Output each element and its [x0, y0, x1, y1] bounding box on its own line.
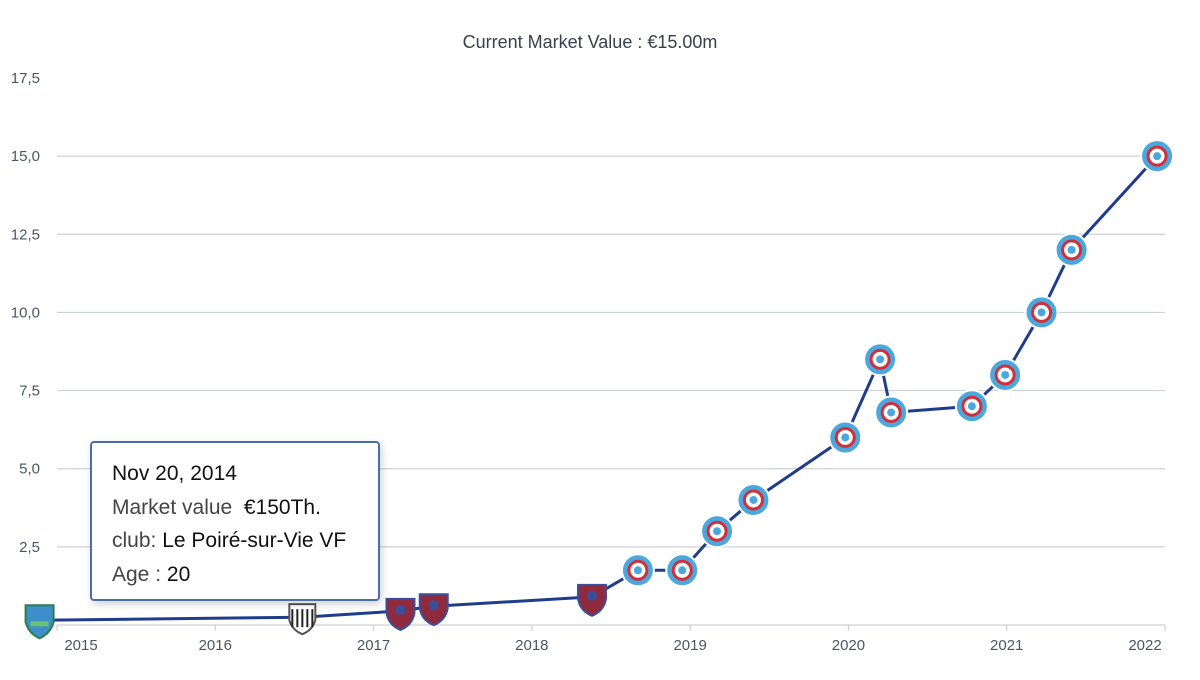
tooltip-age: 20: [166, 562, 191, 586]
y-axis-ticks: 2,5 5,0 7,5 10,0 12,5 15,0 17,5: [11, 70, 40, 556]
y-tick-label: 15,0: [11, 148, 40, 165]
x-tick-label: 2020: [832, 637, 865, 654]
y-tick-label: 17,5: [11, 70, 40, 87]
crest-core: [887, 408, 896, 417]
data-point[interactable]: [665, 553, 700, 588]
data-point[interactable]: [24, 604, 55, 640]
data-point[interactable]: [700, 514, 735, 549]
x-tick-label: 2021: [990, 637, 1023, 654]
tooltip-value: €150Th.: [243, 495, 321, 519]
data-point[interactable]: [1024, 295, 1059, 330]
crest-core: [749, 495, 758, 504]
x-tick-label: 2019: [673, 637, 706, 654]
crest-emblem: [428, 600, 439, 611]
data-point[interactable]: [288, 603, 317, 636]
data-point[interactable]: [954, 389, 989, 424]
tooltip-value-label: Market value: [112, 495, 233, 519]
tooltip-club-label: club:: [112, 529, 157, 552]
y-tick-label: 5,0: [19, 461, 40, 478]
crest-core: [1067, 245, 1076, 254]
tooltip-age-label: Age :: [112, 562, 162, 586]
tooltip-club: Le Poiré-sur-Vie VF: [162, 529, 347, 552]
data-point[interactable]: [863, 342, 898, 377]
crest-core: [1037, 308, 1046, 317]
crest-emblem: [587, 590, 598, 601]
crest-core: [841, 433, 850, 442]
data-point[interactable]: [385, 597, 416, 632]
tooltip-value-row: Market value €150Th.: [112, 491, 358, 525]
crest-core: [633, 566, 642, 575]
tooltip: Nov 20, 2014 Market value €150Th. club: …: [90, 441, 380, 601]
crest-core: [1001, 370, 1010, 379]
data-markers[interactable]: [24, 139, 1175, 640]
tooltip-club-row: club: Le Poiré-sur-Vie VF: [112, 524, 358, 558]
tooltip-date: Nov 20, 2014: [112, 462, 237, 485]
x-tick-label: 2015: [64, 637, 97, 654]
x-tick-label: 2018: [515, 637, 548, 654]
chart-title: Current Market Value : €15.00m: [462, 32, 718, 52]
crest-band: [30, 621, 49, 627]
crest-core: [967, 402, 976, 411]
crest-core: [1153, 152, 1162, 161]
y-tick-label: 10,0: [11, 304, 40, 321]
data-point[interactable]: [874, 395, 909, 430]
x-tick-label: 2016: [199, 637, 232, 654]
tooltip-age-row: Age : 20: [112, 558, 358, 592]
data-point[interactable]: [988, 357, 1023, 392]
data-point[interactable]: [620, 553, 655, 588]
y-tick-label: 2,5: [19, 539, 40, 556]
data-point[interactable]: [1140, 139, 1175, 174]
crest-core: [713, 527, 722, 536]
data-point[interactable]: [736, 482, 771, 517]
y-tick-label: 12,5: [11, 226, 40, 243]
crest-core: [678, 566, 687, 575]
data-point[interactable]: [418, 593, 449, 627]
x-axis-ticks: 2015 2016 2017 2018 2019 2020 2021 2022: [56, 625, 1166, 654]
data-point[interactable]: [1054, 232, 1089, 267]
crest-emblem: [395, 604, 406, 615]
x-tick-label: 2017: [357, 637, 390, 654]
data-point[interactable]: [577, 583, 608, 617]
crest-core: [876, 355, 885, 364]
grid-lines: [57, 155, 1165, 626]
y-tick-label: 7,5: [19, 383, 40, 400]
x-tick-label: 2022: [1128, 637, 1161, 654]
data-point[interactable]: [828, 420, 863, 455]
